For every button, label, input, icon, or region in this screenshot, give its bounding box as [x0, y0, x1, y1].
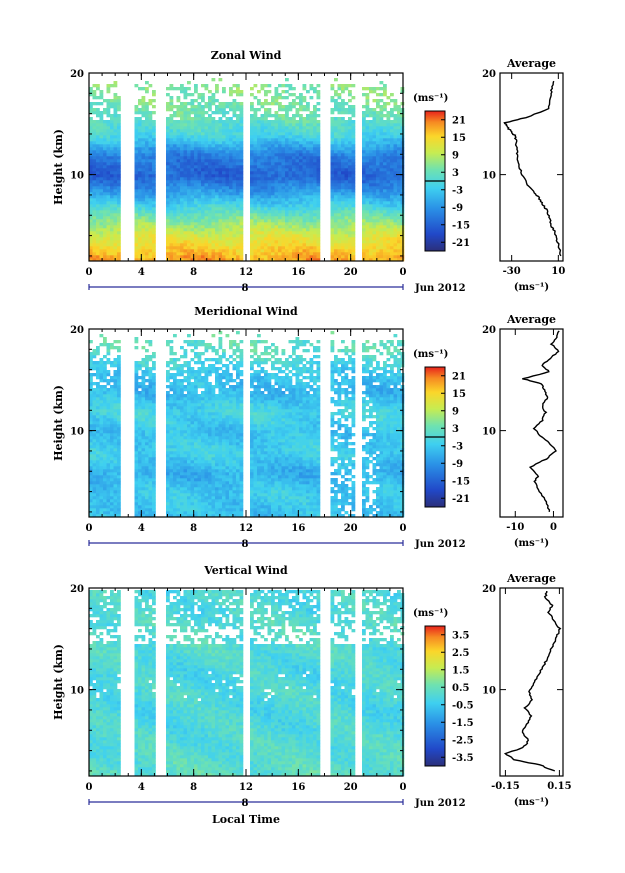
average-y-tick-label: 10 [482, 686, 496, 697]
colorbar-tick-label: 15 [452, 133, 466, 144]
average-x-label: (ms⁻¹) [514, 282, 549, 293]
date-label: Jun 2012 [414, 283, 466, 294]
colorbar-tick-label: 9 [452, 406, 459, 417]
average-x-tick-label: 0 [550, 522, 557, 533]
average-frame [499, 587, 564, 777]
heatmap-meridional [89, 331, 405, 518]
colorbar-tick-label: 21 [452, 115, 466, 126]
day-label: 8 [242, 798, 249, 809]
average-x-label: (ms⁻¹) [514, 538, 549, 549]
colorbar-tick-label: 3 [452, 424, 459, 435]
y-tick-label: 10 [70, 686, 84, 697]
x-tick-label: 12 [239, 267, 253, 278]
colorbar-tick-label: 15 [452, 389, 466, 400]
average-title: Average [506, 57, 556, 70]
average-title: Average [506, 572, 556, 585]
y-tick-label: 10 [70, 427, 84, 438]
colorbar-tick-label: 3 [452, 168, 459, 179]
colorbar-tick-label: -2.5 [452, 735, 474, 746]
average-x-tick-label: 0.15 [547, 781, 571, 792]
x-tick-label: 0 [400, 782, 407, 793]
x-tick-label: 16 [291, 523, 305, 534]
x-tick-label: 0 [86, 782, 93, 793]
average-x-tick-label: -0.15 [491, 781, 520, 792]
x-tick-label: 12 [239, 523, 253, 534]
colorbar-tick-label: -15 [452, 476, 470, 487]
average-frame [499, 328, 564, 518]
average-y-tick-label: 20 [482, 325, 496, 336]
day-label: 8 [242, 539, 249, 550]
x-tick-label: 4 [138, 267, 145, 278]
day-label: 8 [242, 283, 249, 294]
x-tick-label: 0 [86, 267, 93, 278]
colorbar-tick-label: -15 [452, 220, 470, 231]
colorbar-tick-label: -9 [452, 459, 463, 470]
x-tick-label: 4 [138, 782, 145, 793]
panel-title: Zonal Wind [211, 49, 282, 62]
colorbar-tick-label: -21 [452, 238, 470, 249]
date-label: Jun 2012 [414, 539, 466, 550]
x-tick-label: 16 [291, 782, 305, 793]
x-tick-label: 0 [400, 523, 407, 534]
average-x-tick-label: -10 [506, 522, 524, 533]
x-tick-label: 20 [344, 782, 358, 793]
average-frame [499, 72, 564, 262]
x-tick-label: 20 [344, 267, 358, 278]
average-profile-line [503, 590, 562, 772]
x-tick-label: 0 [86, 523, 93, 534]
panel-title: Vertical Wind [203, 564, 288, 577]
average-y-tick-label: 20 [482, 69, 496, 80]
average-title: Average [506, 313, 556, 326]
time-axis-label: Local Time [212, 813, 280, 826]
colorbar-tick-label: -1.5 [452, 718, 474, 729]
colorbar-tick-label: 0.5 [452, 683, 469, 694]
colorbar-tick-label: 21 [452, 371, 466, 382]
x-tick-label: 4 [138, 523, 145, 534]
average-x-tick-label: -30 [503, 266, 521, 277]
average-profile-line [503, 80, 562, 257]
colorbar-tick-label: -3 [452, 185, 463, 196]
y-axis-label: Height (km) [52, 129, 65, 205]
colorbar-tick-label: 9 [452, 150, 459, 161]
average-y-tick-label: 10 [482, 171, 496, 182]
colorbar-tick-label: -3.5 [452, 753, 474, 764]
y-axis-label: Height (km) [52, 644, 65, 720]
average-x-label: (ms⁻¹) [514, 797, 549, 808]
average-profile-line [522, 330, 560, 512]
y-tick-label: 20 [70, 69, 84, 80]
average-y-tick-label: 20 [482, 584, 496, 595]
y-tick-label: 20 [70, 325, 84, 336]
colorbar-tick-label: -0.5 [452, 700, 474, 711]
average-x-tick-label: 10 [551, 266, 565, 277]
x-tick-label: 8 [190, 267, 197, 278]
y-axis-label: Height (km) [52, 385, 65, 461]
x-tick-label: 8 [190, 782, 197, 793]
heatmap-zonal [89, 78, 405, 262]
colorbar-unit: (ms⁻¹) [413, 93, 448, 104]
y-tick-label: 20 [70, 584, 84, 595]
x-tick-label: 16 [291, 267, 305, 278]
date-label: Jun 2012 [414, 798, 466, 809]
colorbar-tick-label: -21 [452, 494, 470, 505]
heatmap-vertical [89, 590, 405, 777]
colorbar [424, 625, 446, 767]
colorbar-unit: (ms⁻¹) [413, 608, 448, 619]
colorbar-tick-label: -9 [452, 203, 463, 214]
x-tick-label: 0 [400, 267, 407, 278]
colorbar-tick-label: 2.5 [452, 648, 469, 659]
panel-title: Meridional Wind [194, 305, 298, 318]
colorbar-tick-label: 3.5 [452, 630, 469, 641]
x-tick-label: 12 [239, 782, 253, 793]
average-y-tick-label: 10 [482, 427, 496, 438]
colorbar-tick-label: 1.5 [452, 665, 469, 676]
x-tick-label: 8 [190, 523, 197, 534]
colorbar-unit: (ms⁻¹) [413, 349, 448, 360]
colorbar-tick-label: -3 [452, 441, 463, 452]
y-tick-label: 10 [70, 171, 84, 182]
x-tick-label: 20 [344, 523, 358, 534]
